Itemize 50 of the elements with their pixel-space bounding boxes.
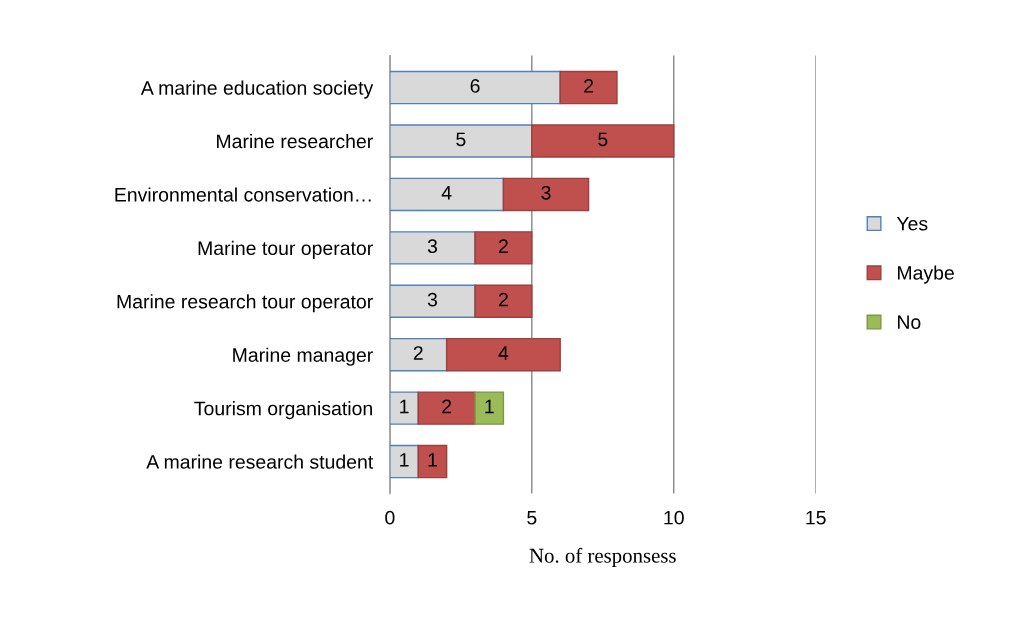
x-tick-label: 0 bbox=[385, 510, 395, 525]
x-tick-label: 15 bbox=[806, 510, 826, 525]
bar bbox=[389, 124, 533, 158]
data-label: 1 bbox=[428, 453, 437, 467]
x-tick-label: 10 bbox=[664, 510, 684, 525]
data-label: 2 bbox=[499, 292, 508, 307]
data-label: 6 bbox=[470, 79, 480, 93]
bar bbox=[417, 391, 476, 425]
data-label: 1 bbox=[485, 399, 494, 414]
data-label: 3 bbox=[427, 239, 438, 254]
bar bbox=[559, 70, 618, 105]
y-tick-label: Marine tour operator bbox=[198, 240, 373, 259]
bar bbox=[474, 391, 505, 425]
bar bbox=[474, 284, 533, 318]
bar bbox=[417, 444, 448, 479]
bar bbox=[389, 444, 419, 479]
x-axis-title: No. of responsess bbox=[529, 547, 676, 567]
data-label: 2 bbox=[442, 399, 452, 414]
bar bbox=[445, 337, 561, 372]
data-label: 2 bbox=[499, 239, 508, 253]
bar bbox=[389, 177, 505, 212]
legend-label: Maybe bbox=[897, 265, 954, 284]
y-tick-label: Marine research tour operator bbox=[117, 294, 373, 313]
legend-label: Yes bbox=[896, 216, 928, 231]
bar bbox=[389, 337, 448, 372]
data-label: 1 bbox=[400, 399, 409, 414]
bar bbox=[531, 124, 675, 158]
bar bbox=[389, 231, 476, 265]
data-label: 3 bbox=[541, 185, 551, 200]
data-label: 4 bbox=[441, 186, 452, 200]
y-tick-label: A marine research student bbox=[146, 454, 374, 469]
y-tick-label: A marine education society bbox=[140, 80, 374, 99]
bar bbox=[389, 284, 476, 318]
data-label: 5 bbox=[598, 132, 608, 147]
bar bbox=[389, 391, 419, 425]
data-label: 2 bbox=[413, 346, 423, 360]
y-tick-label: Environmental conservation… bbox=[115, 187, 371, 202]
bar bbox=[502, 177, 590, 212]
data-label: 2 bbox=[584, 79, 594, 93]
y-tick-label: Marine manager bbox=[233, 347, 373, 366]
bar bbox=[474, 231, 533, 265]
data-label: 3 bbox=[427, 292, 438, 307]
data-label: 4 bbox=[498, 346, 509, 360]
bar bbox=[389, 70, 561, 105]
data-label: 5 bbox=[456, 132, 466, 147]
data-label: 1 bbox=[400, 453, 409, 467]
x-tick-label: 5 bbox=[527, 510, 537, 525]
y-tick-label: Tourism organisation bbox=[194, 401, 372, 420]
legend-label: No bbox=[897, 315, 921, 330]
y-tick-label: Marine researcher bbox=[217, 133, 373, 149]
